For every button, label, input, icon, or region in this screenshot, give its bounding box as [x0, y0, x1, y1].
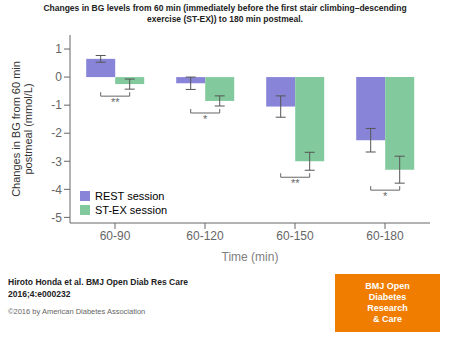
svg-text:Time (min): Time (min) [222, 250, 279, 264]
svg-text:60-150: 60-150 [276, 229, 314, 243]
html-text:REST session: REST session [95, 190, 165, 202]
html-text:Changes in BG levels from 60 m: Changes in BG levels from 60 min (immedi… [43, 3, 407, 24]
svg-text:60-120: 60-120 [186, 229, 224, 243]
svg-text:**: ** [111, 96, 120, 108]
html-text:©2016 by American Diabetes Ass: ©2016 by American Diabetes Association [8, 307, 146, 316]
svg-text:*: * [203, 113, 208, 125]
html-text:Hiroto Honda et al. BMJ Open D: Hiroto Honda et al. BMJ Open Diab Res Ca… [8, 277, 188, 287]
svg-text:**: ** [291, 177, 300, 189]
html-text:ST-EX session: ST-EX session [95, 204, 168, 216]
svg-text:*: * [383, 190, 388, 202]
svg-text:1: 1 [55, 42, 62, 56]
svg-text:-3: -3 [51, 155, 62, 169]
svg-text:60-90: 60-90 [100, 229, 131, 243]
svg-text:-4: -4 [51, 183, 62, 197]
svg-text:-1: -1 [51, 98, 62, 112]
svg-text:0: 0 [55, 70, 62, 84]
html-text:2016;4:e000232: 2016;4:e000232 [8, 289, 71, 299]
svg-text:-5: -5 [51, 211, 62, 225]
html-text:BMJ Open Diabetes Research & C: BMJ Open Diabetes Research & Care [365, 281, 410, 324]
svg-text:-2: -2 [51, 126, 62, 140]
svg-text:60-180: 60-180 [366, 229, 404, 243]
svg-text:Changes in BG from 60 minpostm: Changes in BG from 60 minpostmeal (mmol/… [10, 61, 34, 197]
